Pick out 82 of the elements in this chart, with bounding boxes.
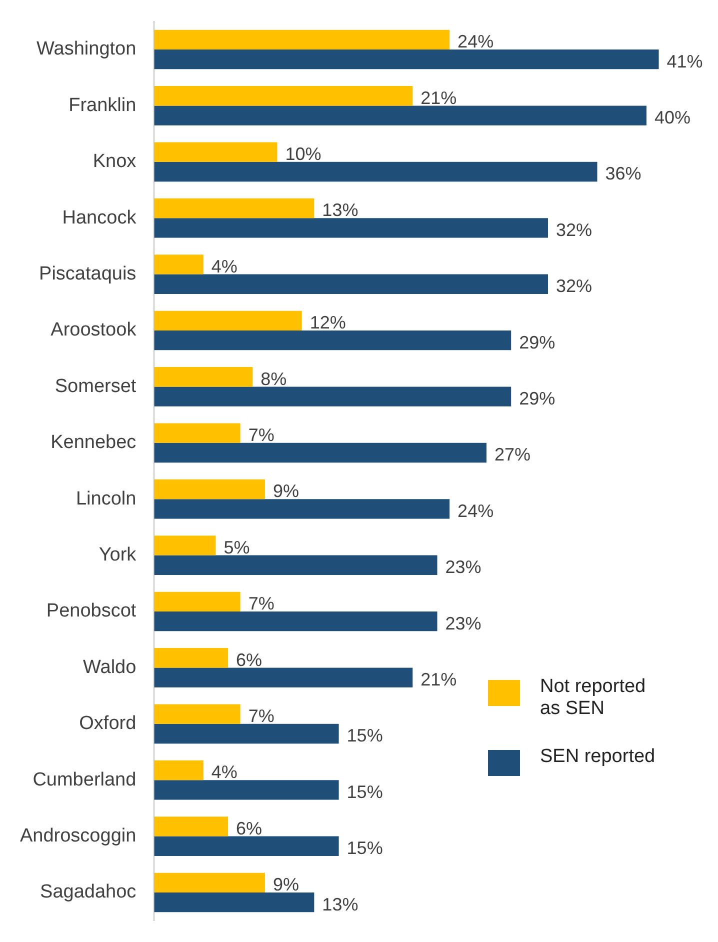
data-label: 27% <box>494 444 531 465</box>
y-tick-label: York <box>98 544 137 566</box>
y-tick-label: Sagadahoc <box>40 882 136 903</box>
data-label: 7% <box>248 594 274 614</box>
bar <box>154 555 438 575</box>
bar <box>154 254 204 274</box>
bar <box>154 86 413 106</box>
data-label: 10% <box>285 144 322 164</box>
data-label: 21% <box>420 88 457 108</box>
y-tick-label: Franklin <box>68 94 136 116</box>
data-label: 7% <box>248 425 274 446</box>
data-label: 23% <box>445 613 482 634</box>
y-tick-label: Hancock <box>62 207 137 228</box>
legend-label: Not reported as SEN <box>540 676 647 720</box>
data-label: 15% <box>346 782 383 802</box>
bar <box>154 536 216 556</box>
bar <box>154 142 278 162</box>
bar <box>154 162 598 182</box>
y-tick-label: Somerset <box>54 376 137 397</box>
bar <box>154 423 240 443</box>
y-tick-label: Oxford <box>79 713 136 734</box>
bar <box>154 218 548 238</box>
data-label: 15% <box>346 726 383 746</box>
bar <box>154 499 450 519</box>
bar <box>154 274 548 294</box>
data-label: 7% <box>248 706 274 726</box>
data-label: 13% <box>322 894 358 914</box>
bar <box>154 442 486 463</box>
data-label: 5% <box>224 537 250 558</box>
y-tick-label: Cumberland <box>32 769 136 790</box>
bar <box>154 30 450 50</box>
bar <box>154 816 228 836</box>
bar <box>154 612 438 632</box>
bar <box>154 310 302 330</box>
bar <box>154 198 314 218</box>
data-label: 8% <box>260 368 287 389</box>
data-label: 6% <box>236 650 262 670</box>
data-label: 9% <box>272 481 299 502</box>
bar <box>154 704 240 724</box>
bar <box>154 386 512 406</box>
bar <box>154 892 314 912</box>
data-label: 24% <box>458 500 494 521</box>
y-tick-label: Knox <box>92 151 137 172</box>
bar <box>154 836 339 856</box>
y-tick-label: Lincoln <box>76 488 136 510</box>
legend-label: SEN reported <box>540 746 656 768</box>
y-tick-label: Waldo <box>83 656 136 678</box>
bar <box>154 872 265 892</box>
data-label: 40% <box>654 108 690 128</box>
data-label: 23% <box>445 557 482 578</box>
y-tick-label: Penobscot <box>46 600 137 622</box>
data-label: 41% <box>666 51 703 72</box>
data-label: 32% <box>556 276 592 296</box>
data-label: 29% <box>519 388 556 409</box>
y-tick-label: Kennebec <box>50 432 136 454</box>
data-label: 15% <box>346 838 383 858</box>
y-tick-label: Piscataquis <box>39 264 136 285</box>
y-tick-label: Washington <box>36 38 136 60</box>
y-tick-label: Aroostook <box>50 320 137 341</box>
bar <box>154 724 339 744</box>
data-label: 21% <box>420 670 457 690</box>
data-label: 9% <box>272 874 299 895</box>
bar <box>154 479 265 500</box>
data-label: 32% <box>556 220 592 240</box>
bar <box>154 330 512 350</box>
bar <box>154 780 339 800</box>
data-label: 24% <box>458 32 494 52</box>
bar <box>154 50 659 70</box>
data-label: 36% <box>605 164 642 184</box>
data-label: 13% <box>322 200 358 220</box>
data-label: 4% <box>211 256 238 276</box>
data-label: 29% <box>519 332 556 352</box>
bar <box>154 592 240 612</box>
data-label: 4% <box>211 762 238 782</box>
bar <box>154 760 204 780</box>
bar <box>154 648 228 668</box>
data-label: 6% <box>236 818 262 838</box>
bar <box>154 668 413 688</box>
y-tick-label: Androscoggin <box>20 826 136 847</box>
bar <box>154 106 646 126</box>
bar <box>154 367 253 387</box>
data-label: 12% <box>310 312 346 333</box>
